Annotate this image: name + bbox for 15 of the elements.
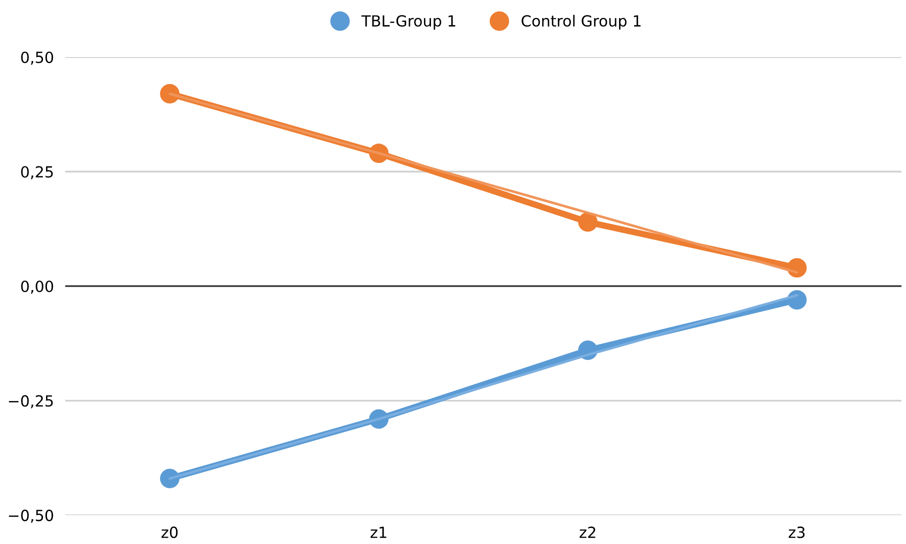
point — [787, 258, 807, 278]
x-tick-label: z3 — [788, 526, 805, 538]
y-tick-label: 0,00 — [21, 280, 54, 294]
x-tick-label: z2 — [580, 526, 596, 538]
x-tick-label: z0 — [162, 526, 178, 538]
y-tick-label: 0,50 — [21, 52, 54, 65]
point — [160, 84, 180, 104]
y-tick-label: −0,25 — [8, 395, 53, 408]
legend-label: TBL-Group 1 — [361, 15, 456, 30]
y-tick-label: 0,25 — [21, 166, 53, 180]
x-tick-label: z1 — [370, 526, 386, 538]
point — [160, 468, 180, 488]
legend-label: Control Group 1 — [522, 14, 641, 30]
y-tick-label: −0,50 — [8, 510, 54, 523]
point — [578, 212, 598, 232]
